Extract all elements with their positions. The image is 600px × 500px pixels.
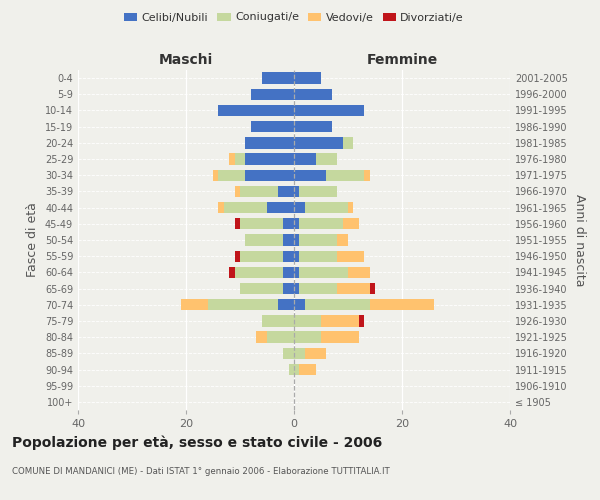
Bar: [283, 234, 294, 246]
Bar: [294, 332, 321, 343]
Bar: [278, 186, 294, 197]
Bar: [235, 218, 240, 230]
Bar: [299, 266, 348, 278]
Bar: [326, 170, 364, 181]
Bar: [240, 186, 278, 197]
Bar: [294, 121, 332, 132]
Bar: [294, 137, 343, 148]
Bar: [283, 250, 294, 262]
Bar: [348, 202, 353, 213]
Bar: [370, 283, 375, 294]
Bar: [181, 299, 208, 310]
Bar: [299, 364, 316, 375]
Bar: [267, 332, 294, 343]
Text: COMUNE DI MANDANICI (ME) - Dati ISTAT 1° gennaio 2006 - Elaborazione TUTTITALIA.: COMUNE DI MANDANICI (ME) - Dati ISTAT 1°…: [12, 468, 390, 476]
Bar: [240, 218, 283, 230]
Bar: [251, 121, 294, 132]
Bar: [278, 299, 294, 310]
Bar: [294, 154, 316, 164]
Bar: [256, 332, 267, 343]
Bar: [337, 234, 348, 246]
Bar: [283, 218, 294, 230]
Bar: [321, 316, 359, 326]
Bar: [283, 266, 294, 278]
Bar: [337, 250, 364, 262]
Bar: [294, 316, 321, 326]
Bar: [299, 218, 343, 230]
Bar: [240, 250, 283, 262]
Bar: [218, 105, 294, 116]
Bar: [283, 348, 294, 359]
Text: Femmine: Femmine: [367, 53, 437, 67]
Bar: [316, 154, 337, 164]
Bar: [208, 299, 278, 310]
Bar: [245, 170, 294, 181]
Bar: [229, 154, 235, 164]
Bar: [294, 299, 305, 310]
Bar: [283, 283, 294, 294]
Y-axis label: Fasce di età: Fasce di età: [26, 202, 39, 278]
Bar: [213, 170, 218, 181]
Y-axis label: Anni di nascita: Anni di nascita: [573, 194, 586, 286]
Bar: [370, 299, 434, 310]
Bar: [294, 250, 299, 262]
Bar: [294, 88, 332, 100]
Bar: [299, 283, 337, 294]
Bar: [343, 137, 353, 148]
Bar: [294, 266, 299, 278]
Bar: [294, 348, 305, 359]
Bar: [235, 154, 245, 164]
Bar: [289, 364, 294, 375]
Bar: [235, 250, 240, 262]
Bar: [299, 250, 337, 262]
Bar: [218, 202, 224, 213]
Bar: [229, 266, 235, 278]
Bar: [218, 170, 245, 181]
Bar: [294, 364, 299, 375]
Bar: [294, 234, 299, 246]
Bar: [251, 88, 294, 100]
Bar: [235, 186, 240, 197]
Bar: [294, 283, 299, 294]
Legend: Celibi/Nubili, Coniugati/e, Vedovi/e, Divorziati/e: Celibi/Nubili, Coniugati/e, Vedovi/e, Di…: [119, 8, 469, 27]
Bar: [294, 186, 299, 197]
Bar: [299, 186, 337, 197]
Bar: [294, 72, 321, 84]
Bar: [294, 105, 364, 116]
Bar: [343, 218, 359, 230]
Bar: [262, 72, 294, 84]
Bar: [305, 299, 370, 310]
Bar: [224, 202, 267, 213]
Bar: [294, 202, 305, 213]
Bar: [359, 316, 364, 326]
Bar: [267, 202, 294, 213]
Bar: [245, 154, 294, 164]
Bar: [245, 234, 283, 246]
Bar: [321, 332, 359, 343]
Bar: [294, 170, 326, 181]
Bar: [364, 170, 370, 181]
Bar: [348, 266, 370, 278]
Bar: [240, 283, 283, 294]
Text: Maschi: Maschi: [159, 53, 213, 67]
Bar: [235, 266, 283, 278]
Bar: [305, 348, 326, 359]
Bar: [305, 202, 348, 213]
Bar: [299, 234, 337, 246]
Text: Popolazione per età, sesso e stato civile - 2006: Popolazione per età, sesso e stato civil…: [12, 435, 382, 450]
Bar: [245, 137, 294, 148]
Bar: [337, 283, 370, 294]
Bar: [294, 218, 299, 230]
Bar: [262, 316, 294, 326]
